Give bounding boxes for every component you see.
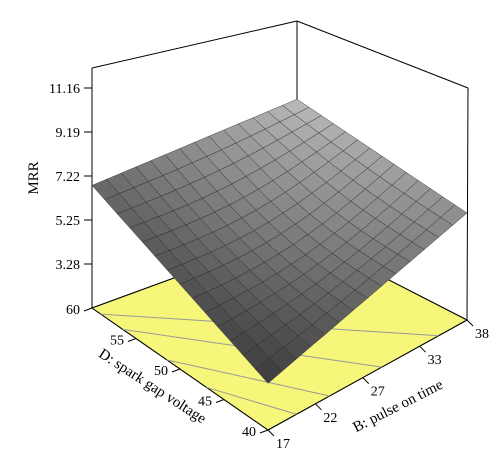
contour-line <box>206 386 297 415</box>
y-tick-mark <box>83 307 93 312</box>
x-tick-label: 22 <box>323 411 337 426</box>
x-tick-label: 33 <box>428 353 442 368</box>
y-tick-label: 55 <box>110 334 124 349</box>
y-tick-mark <box>215 399 225 403</box>
contour-line <box>166 359 330 397</box>
y-tick-label: 45 <box>198 395 212 410</box>
x-tick-mark <box>419 345 426 353</box>
y-tick-mark <box>171 368 181 373</box>
y-tick-label: 40 <box>242 425 256 440</box>
z-tick-label: 3.28 <box>56 258 81 273</box>
box-edge <box>296 20 469 89</box>
x-tick-label: 38 <box>475 327 489 342</box>
x-tick-label: 27 <box>371 385 385 400</box>
y-tick-label: 50 <box>154 364 168 379</box>
z-tick-label: 11.16 <box>49 82 80 97</box>
z-tick-label: 7.22 <box>56 170 81 185</box>
y-tick-mark <box>127 338 137 342</box>
z-tick-label: 9.19 <box>56 126 81 141</box>
y-tick-label: 60 <box>66 303 80 318</box>
x-tick-label: 17 <box>276 437 290 452</box>
x-tick-mark <box>466 319 474 327</box>
response-surface <box>91 98 468 384</box>
box-edge <box>466 87 469 321</box>
axis-ticks: 3.28 5.25 7.22 9.19 11.16 40 45 50 55 60 17 22 27 33 3… <box>49 82 489 452</box>
z-tick-label: 5.25 <box>56 214 81 229</box>
x-tick-mark <box>267 429 275 437</box>
x-tick-mark <box>362 377 370 384</box>
box-edge <box>91 20 298 69</box>
y-tick-mark <box>259 429 269 434</box>
surface-cell <box>440 204 468 226</box>
x-axis-label: B: pulse on time <box>351 377 447 436</box>
x-tick-mark <box>315 403 322 411</box>
z-axis-label: MRR <box>26 161 42 194</box>
